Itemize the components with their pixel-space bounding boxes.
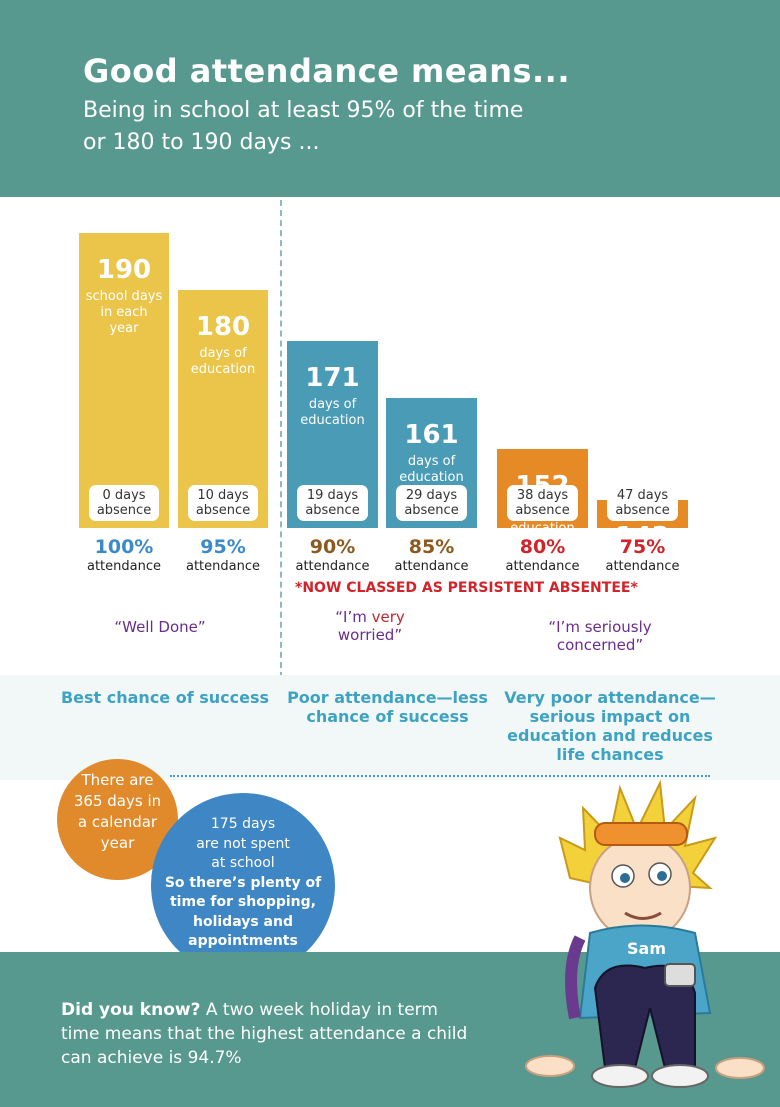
quote-worried-start: “I’m: [335, 608, 372, 626]
right-hand-icon: [715, 1057, 765, 1079]
bar-171: 171 days of education 19 days absence: [287, 341, 378, 528]
sam-character-illustration: Sam: [525, 779, 765, 1088]
quote-concerned-line-1: “I’m seriously: [548, 618, 652, 636]
summary-very-poor-line-2: serious impact on: [529, 707, 691, 726]
section-divider: [280, 200, 282, 678]
attendance-label: attendance: [86, 559, 161, 574]
face-icon: [589, 835, 691, 941]
summary-poor-line-2: chance of success: [306, 707, 469, 726]
attendance-percent: 100%: [94, 536, 154, 558]
absence-days: 19 days: [306, 488, 359, 503]
calendar-line-2: 365 days in: [73, 792, 162, 810]
did-you-know-text: Did you know? A two week holiday in term…: [61, 998, 481, 1070]
not-at-school-circle: 175 days are not spent at school So ther…: [151, 793, 335, 977]
bar-description: days of education: [300, 397, 365, 428]
persistent-absentee-note: *NOW CLASSED AS PERSISTENT ABSENTEE*: [295, 580, 638, 596]
absence-box: 47 days absence: [607, 485, 678, 521]
bar-143: 143 days of education 47 days absence: [597, 485, 688, 587]
quote-worried-very: very: [371, 608, 405, 626]
subtitle-line-1: Being in school at least 95% of the time: [83, 98, 524, 123]
not-at-school-line-1: 175 days: [210, 816, 276, 832]
absence-days: 29 days: [405, 488, 458, 503]
absence-days: 38 days: [516, 488, 569, 503]
calendar-days-circle: There are 365 days in a calendar year: [57, 759, 178, 880]
quote-well-done: “Well Done”: [114, 618, 206, 636]
absence-days: 10 days: [197, 488, 249, 503]
absence-word: absence: [96, 503, 152, 518]
summary-very-poor-line-4: life chances: [556, 745, 664, 764]
bar-161: 161 days of education 29 days absence: [386, 398, 477, 528]
attendance-label: attendance: [295, 559, 370, 574]
attendance-percent: 85%: [408, 536, 455, 558]
summary-poor-line-1: Poor attendance—less: [287, 688, 488, 707]
left-hand-icon: [525, 1055, 575, 1077]
bar-value-label: 190: [96, 255, 152, 285]
absence-days: 47 days: [616, 488, 669, 503]
absence-box: 38 days absence: [507, 485, 578, 521]
bar-value-label: 161: [404, 420, 459, 450]
attendance-label: attendance: [394, 559, 469, 574]
bar-value-label: 180: [195, 312, 251, 342]
not-at-school-line-3: at school: [211, 855, 275, 871]
bar-description: days of education: [190, 346, 256, 377]
dotted-separator: [170, 775, 710, 777]
summary-very-poor-line-1: Very poor attendance—: [504, 688, 716, 707]
sam-name-label: Sam: [627, 939, 666, 958]
attendance-percent: 75%: [619, 536, 666, 558]
backpack-icon: [565, 935, 586, 1020]
not-at-school-line-4: So there’s plenty of: [164, 874, 322, 891]
quote-concerned-line-2: concerned”: [556, 636, 644, 654]
attendance-percent: 95%: [200, 536, 246, 558]
quote-concerned: “I’m seriously concerned”: [520, 618, 680, 654]
bar-description: days of education: [610, 556, 675, 587]
attendance-percent: 90%: [309, 536, 356, 558]
quote-worried-end: worried”: [337, 626, 403, 644]
left-shoe-icon: [591, 1064, 649, 1088]
mouth-icon: [624, 911, 662, 920]
not-at-school-line-5: time for shopping,: [169, 894, 316, 910]
absence-box: 19 days absence: [297, 485, 368, 521]
attendance-percent: 80%: [519, 536, 566, 558]
calendar-line-1: There are: [81, 771, 154, 789]
header-banner: Good attendance means... Being in school…: [0, 0, 780, 197]
not-at-school-line-7: appointments: [188, 933, 298, 949]
absence-word: absence: [195, 503, 251, 518]
absence-box: 29 days absence: [396, 485, 467, 521]
bar-value-label: 171: [305, 363, 360, 393]
left-pupil-icon: [620, 873, 630, 883]
device-icon: [664, 963, 696, 987]
calendar-line-3: a calendar: [77, 813, 158, 831]
absence-box: 0 days absence: [89, 485, 159, 521]
bar-180: 180 days of education 10 days absence: [178, 290, 268, 528]
quote-worried: “I’m very worried”: [310, 608, 430, 644]
attendance-label: attendance: [505, 559, 580, 574]
did-you-know-body: A two week holiday in term time means th…: [61, 1000, 468, 1068]
not-at-school-line-2: are not spent: [196, 835, 290, 852]
absence-word: absence: [515, 503, 570, 518]
absence-box: 10 days absence: [188, 485, 258, 521]
right-shoe-icon: [651, 1064, 709, 1088]
absence-word: absence: [615, 503, 670, 518]
subtitle-line-2: or 180 to 190 days ...: [83, 130, 320, 155]
attendance-label: attendance: [605, 559, 680, 574]
summary-very-poor-line-3: education and reduces: [507, 726, 713, 745]
bar-description: school days in each year: [85, 289, 163, 336]
did-you-know-label: Did you know?: [61, 1000, 201, 1020]
summary-very-poor: Very poor attendance— serious impact on …: [500, 688, 720, 764]
absence-days: 0 days: [102, 488, 146, 503]
not-at-school-line-6: holidays and: [193, 913, 293, 930]
summary-poor: Poor attendance—less chance of success: [285, 688, 490, 726]
attendance-label: attendance: [185, 559, 260, 574]
bar-description: days of education: [399, 454, 464, 485]
absence-word: absence: [404, 503, 459, 518]
bar-190: 190 school days in each year 0 days absence: [79, 233, 169, 528]
absence-word: absence: [305, 503, 360, 518]
bar-value-label: 143: [615, 522, 670, 552]
goggles-icon: [594, 822, 688, 846]
right-pupil-icon: [657, 871, 667, 881]
calendar-line-4: year: [100, 834, 135, 852]
summary-best: Best chance of success: [60, 688, 270, 707]
page-title: Good attendance means...: [83, 52, 570, 90]
